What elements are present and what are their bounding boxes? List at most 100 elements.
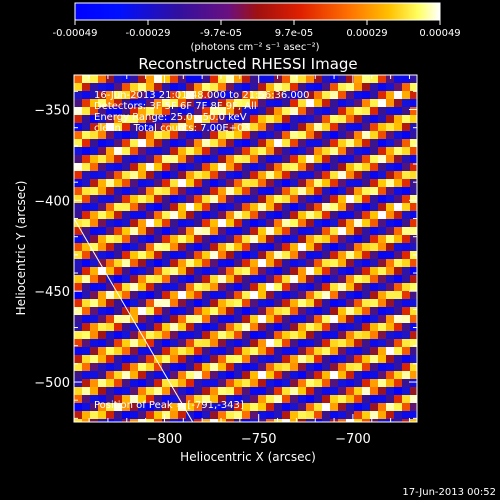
heatmap-cell [402,363,410,371]
heatmap-cell [266,299,274,307]
heatmap-cell [178,403,186,411]
heatmap-cell [378,275,386,283]
heatmap-cell [370,387,378,395]
heatmap-cell [282,91,290,99]
heatmap-cell [282,115,290,123]
heatmap-cell [194,379,202,387]
heatmap-cell [210,339,218,347]
heatmap-cell [170,83,178,91]
heatmap-cell [90,243,98,251]
heatmap-cell [346,283,354,291]
heatmap-cell [354,259,362,267]
heatmap-cell [258,75,266,83]
heatmap-cell [170,291,178,299]
heatmap-cell [98,83,106,91]
heatmap-cell [82,155,90,163]
heatmap-cell [362,299,370,307]
heatmap-cell [194,363,202,371]
heatmap-cell [330,83,338,91]
heatmap-cell [178,251,186,259]
heatmap-cell [226,195,234,203]
heatmap-cell [202,131,210,139]
heatmap-cell [178,379,186,387]
heatmap-cell [282,387,290,395]
heatmap-cell [274,91,282,99]
heatmap-cell [98,75,106,83]
heatmap-cell [178,315,186,323]
heatmap-cell [194,411,202,419]
heatmap-cell [274,203,282,211]
heatmap-cell [370,275,378,283]
heatmap-cell [114,323,122,331]
heatmap-cell [226,259,234,267]
heatmap-cell [178,323,186,331]
heatmap-cell [370,419,378,422]
heatmap-cell [250,267,258,275]
heatmap-cell [154,307,162,315]
heatmap-cell [90,283,98,291]
heatmap-cell [210,235,218,243]
heatmap-cell [250,131,258,139]
heatmap-cell [362,275,370,283]
heatmap-cell [298,379,306,387]
heatmap-cell [394,91,402,99]
heatmap-cell [258,339,266,347]
heatmap-cell [210,363,218,371]
heatmap-cell [402,123,410,131]
heatmap-cell [338,139,346,147]
heatmap-cell [90,179,98,187]
heatmap-cell [130,299,138,307]
heatmap-cell [218,363,226,371]
heatmap-cell [314,419,322,422]
heatmap-cell [298,83,306,91]
heatmap-cell [122,283,130,291]
heatmap-cell [354,411,362,419]
heatmap-cell [98,291,106,299]
heatmap-cell [154,331,162,339]
heatmap-cell [178,307,186,315]
heatmap-cell [218,419,226,422]
heatmap-cell [138,203,146,211]
heatmap-cell [186,211,194,219]
heatmap-cell [298,267,306,275]
heatmap-cell [218,299,226,307]
heatmap-cell [130,195,138,203]
heatmap-cell [370,187,378,195]
heatmap-cell [130,403,138,411]
heatmap-cell [130,155,138,163]
heatmap-cell [202,315,210,323]
heatmap-cell [154,419,162,422]
heatmap-cell [82,379,90,387]
heatmap-cell [194,179,202,187]
heatmap-cell [338,267,346,275]
heatmap-cell [410,323,417,331]
colorbar-tick-label: 9.7e-05 [275,28,313,39]
heatmap-cell [130,179,138,187]
heatmap-cell [218,107,226,115]
heatmap-cell [74,139,82,147]
heatmap-cell [362,187,370,195]
heatmap-cell [338,155,346,163]
heatmap-cell [298,243,306,251]
heatmap-cell [274,339,282,347]
heatmap-cell [354,299,362,307]
heatmap-cell [290,347,298,355]
heatmap-cell [386,323,394,331]
heatmap-cell [258,139,266,147]
heatmap-cell [98,419,106,422]
heatmap-cell [234,315,242,323]
heatmap-cell [242,219,250,227]
heatmap-cell [402,171,410,179]
heatmap-cell [346,227,354,235]
heatmap-cell [250,307,258,315]
heatmap-cell [242,371,250,379]
heatmap-cell [258,267,266,275]
heatmap-cell [330,195,338,203]
heatmap-cell [362,307,370,315]
y-tick-label: −350 [34,104,70,119]
heatmap-cell [98,163,106,171]
heatmap-cell [106,115,114,123]
heatmap-cell [122,139,130,147]
heatmap-cell [170,211,178,219]
heatmap-cell [162,275,170,283]
